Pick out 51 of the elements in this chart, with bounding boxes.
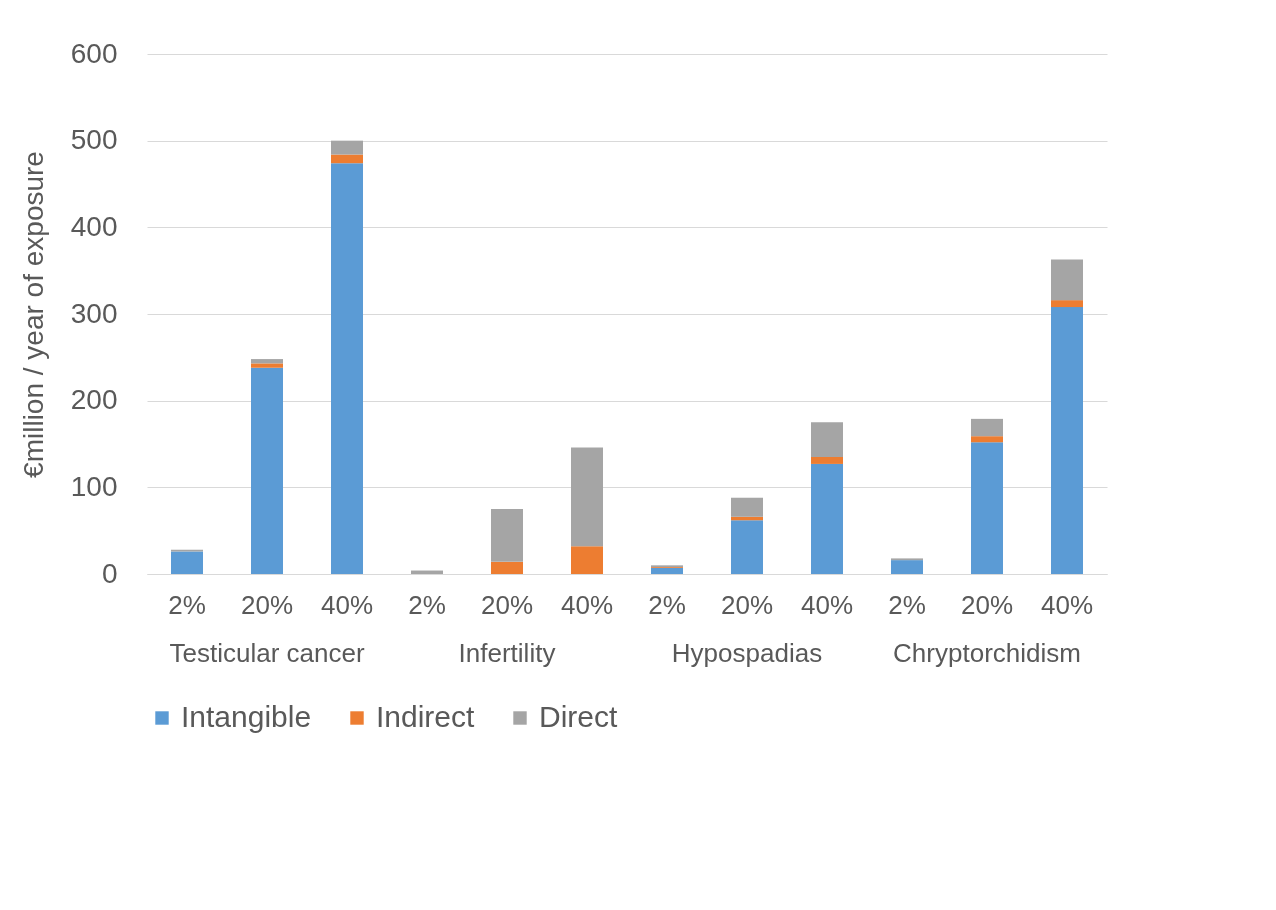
x-tick-label: 2%	[168, 589, 206, 620]
x-tick-label: 40%	[1040, 589, 1094, 620]
x-tick-label: 20%	[240, 589, 294, 620]
y-tick-label: 600	[70, 37, 118, 69]
y-tick-label: 300	[70, 297, 118, 329]
x-tick-label: 2%	[648, 589, 686, 620]
bar	[1051, 259, 1083, 301]
bar	[811, 422, 843, 457]
legend-label: Direct	[539, 700, 618, 733]
bar	[251, 359, 283, 364]
x-tick-label: 40%	[560, 589, 614, 620]
bar	[891, 560, 923, 574]
bar	[971, 418, 1003, 437]
bar	[331, 163, 363, 574]
legend-label: Intangible	[181, 700, 312, 733]
y-tick-label: 400	[70, 210, 118, 242]
y-tick-label: 0	[101, 557, 118, 589]
bar	[731, 520, 763, 574]
bar	[971, 442, 1003, 574]
text: Testicular cancer	[169, 638, 365, 668]
bar	[491, 509, 523, 562]
x-tick-label: 20%	[720, 589, 774, 620]
bar	[811, 457, 843, 464]
bar	[1051, 307, 1083, 574]
bar	[651, 567, 683, 574]
bar	[731, 497, 763, 517]
bar	[571, 546, 603, 574]
bar	[491, 561, 523, 574]
y-tick-label: 500	[70, 124, 118, 156]
bar	[251, 363, 283, 368]
x-tick-label: 2%	[888, 589, 926, 620]
x-tick-label: 40%	[320, 589, 374, 620]
text: Chryptorchidism	[893, 638, 1081, 668]
bar	[331, 154, 363, 164]
bar	[171, 551, 203, 574]
bar	[251, 367, 283, 574]
x-tick-label: 20%	[480, 589, 534, 620]
bar	[971, 436, 1003, 443]
bar	[571, 447, 603, 547]
y-axis-title: €million / year of exposure	[17, 151, 49, 478]
text: Hypospadias	[671, 638, 823, 668]
x-tick-label: 40%	[800, 589, 854, 620]
bar	[331, 140, 363, 155]
x-tick-label: 20%	[960, 589, 1014, 620]
bar	[1051, 300, 1083, 308]
x-tick-label: 2%	[408, 589, 446, 620]
text: Infertility	[458, 638, 556, 668]
y-tick-label: 100	[70, 470, 118, 502]
y-tick-label: 200	[70, 384, 118, 416]
legend-label: Indirect	[376, 700, 476, 733]
bar	[811, 463, 843, 574]
